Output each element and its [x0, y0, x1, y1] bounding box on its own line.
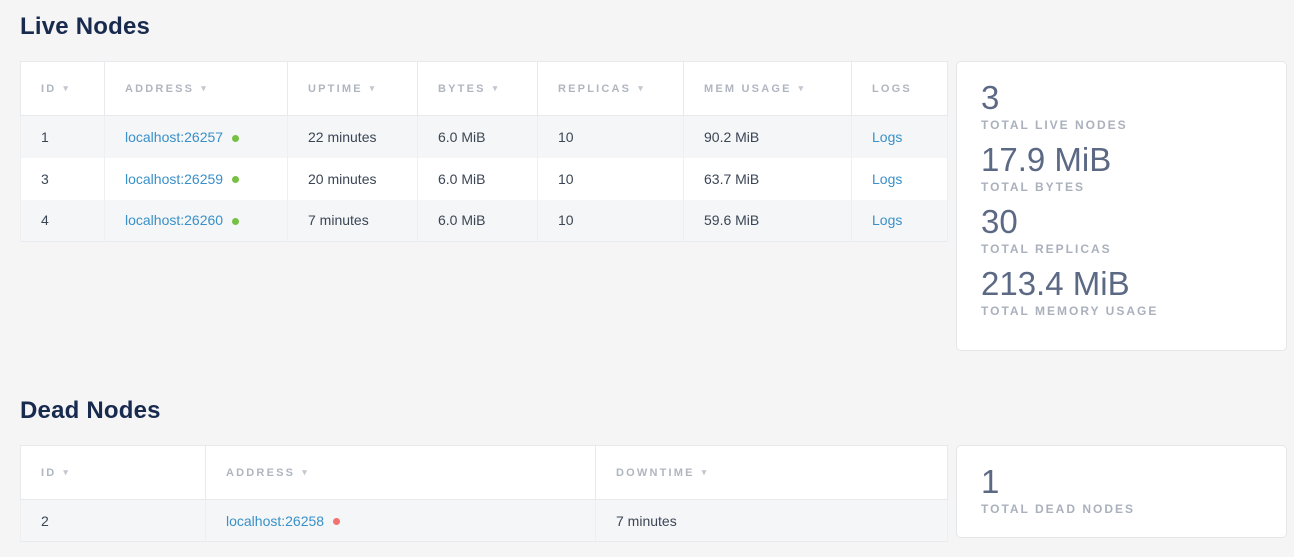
- stat-label: TOTAL LIVE NODES: [981, 118, 1128, 132]
- live-nodes-table: ID ▾ ADDRESS ▾ UPTIME ▾ BYTES ▾ REPLICAS ▾ ME…: [20, 61, 948, 242]
- column-header-label: ID: [41, 466, 57, 479]
- table-row: 2 localhost:26258 7 minutes: [20, 499, 948, 542]
- cell-mem-usage: 59.6 MiB: [683, 199, 852, 242]
- stat-total-dead-nodes: 1 TOTAL DEAD NODES: [981, 463, 1262, 516]
- cell-logs: Logs: [851, 115, 948, 158]
- column-header-label: UPTIME: [308, 82, 363, 95]
- cell-logs: Logs: [851, 199, 948, 242]
- column-header-address[interactable]: ADDRESS ▾: [205, 445, 596, 500]
- cell-id: 3: [20, 157, 105, 200]
- stat-label: TOTAL DEAD NODES: [981, 502, 1136, 516]
- cell-uptime: 7 minutes: [287, 199, 418, 242]
- live-nodes-section: ID ▾ ADDRESS ▾ UPTIME ▾ BYTES ▾ REPLICAS ▾ ME…: [20, 61, 1287, 351]
- cell-mem-usage: 90.2 MiB: [683, 115, 852, 158]
- stat-total-live-nodes: 3 TOTAL LIVE NODES: [981, 79, 1262, 132]
- column-header-label: ID: [41, 82, 57, 95]
- node-live-status-dot: [232, 218, 240, 226]
- cell-uptime: 22 minutes: [287, 115, 418, 158]
- column-header-replicas[interactable]: REPLICAS ▾: [537, 61, 684, 116]
- column-header-mem-usage[interactable]: MEM USAGE ▾: [683, 61, 852, 116]
- logs-link[interactable]: Logs: [872, 170, 903, 187]
- node-address-link[interactable]: localhost:26257: [125, 128, 224, 145]
- node-dead-status-dot: [333, 518, 341, 526]
- column-header-logs: LOGS: [851, 61, 948, 116]
- cell-downtime: 7 minutes: [595, 499, 948, 542]
- column-header-bytes[interactable]: BYTES ▾: [417, 61, 538, 116]
- cell-logs: Logs: [851, 157, 948, 200]
- column-header-downtime[interactable]: DOWNTIME ▾: [595, 445, 948, 500]
- column-header-id[interactable]: ID ▾: [20, 445, 206, 500]
- column-header-label: DOWNTIME: [616, 466, 695, 479]
- sort-arrow-icon: ▾: [63, 82, 71, 93]
- node-live-status-dot: [232, 134, 240, 142]
- cell-bytes: 6.0 MiB: [417, 157, 538, 200]
- cell-address: localhost:26257: [104, 115, 288, 158]
- logs-link[interactable]: Logs: [872, 212, 903, 229]
- stat-total-bytes: 17.9 MiB TOTAL BYTES: [981, 141, 1262, 194]
- cell-id: 4: [20, 199, 105, 242]
- cell-address: localhost:26259: [104, 157, 288, 200]
- dead-nodes-table: ID ▾ ADDRESS ▾ DOWNTIME ▾ 2 localhost:26258…: [20, 445, 948, 542]
- column-header-label: ADDRESS: [125, 82, 195, 95]
- nodes-overview-page: Live Nodes ID ▾ ADDRESS ▾ UPTIME ▾ BYTES ▾ R…: [20, 13, 1287, 542]
- node-address-link[interactable]: localhost:26259: [125, 170, 224, 187]
- live-table-header-row: ID ▾ ADDRESS ▾ UPTIME ▾ BYTES ▾ REPLICAS ▾ ME…: [20, 61, 948, 116]
- stat-value: 17.9 MiB: [981, 141, 1112, 178]
- column-header-label: BYTES: [438, 82, 486, 95]
- dead-nodes-title: Dead Nodes: [20, 397, 161, 424]
- cell-replicas: 10: [537, 199, 684, 242]
- sort-arrow-icon: ▾: [638, 82, 645, 93]
- cell-replicas: 10: [537, 157, 684, 200]
- cell-bytes: 6.0 MiB: [417, 115, 538, 158]
- node-address-link[interactable]: localhost:26258: [226, 512, 325, 529]
- stat-value: 1: [981, 463, 1000, 500]
- table-row: 3 localhost:26259 20 minutes 6.0 MiB 10 …: [20, 157, 948, 200]
- sort-arrow-icon: ▾: [798, 82, 806, 93]
- column-header-label: REPLICAS: [558, 82, 632, 95]
- stat-label: TOTAL BYTES: [981, 180, 1086, 194]
- table-row: 4 localhost:26260 7 minutes 6.0 MiB 10 5…: [20, 199, 948, 242]
- stat-label: TOTAL MEMORY USAGE: [981, 304, 1159, 318]
- sort-arrow-icon: ▾: [701, 466, 709, 477]
- cell-id: 2: [20, 499, 206, 542]
- sort-arrow-icon: ▾: [201, 82, 208, 93]
- column-header-id[interactable]: ID ▾: [20, 61, 105, 116]
- cell-bytes: 6.0 MiB: [417, 199, 538, 242]
- node-live-status-dot: [232, 176, 240, 184]
- sort-arrow-icon: ▾: [302, 466, 309, 477]
- column-header-label: ADDRESS: [226, 466, 296, 479]
- column-header-uptime[interactable]: UPTIME ▾: [287, 61, 418, 116]
- live-nodes-title: Live Nodes: [20, 13, 151, 40]
- live-nodes-summary-card: 3 TOTAL LIVE NODES 17.9 MiB TOTAL BYTES …: [956, 61, 1287, 351]
- dead-nodes-section: ID ▾ ADDRESS ▾ DOWNTIME ▾ 2 localhost:26258…: [20, 445, 1287, 542]
- sort-arrow-icon: ▾: [369, 82, 377, 93]
- column-header-address[interactable]: ADDRESS ▾: [104, 61, 288, 116]
- cell-address: localhost:26260: [104, 199, 288, 242]
- stat-total-memory-usage: 213.4 MiB TOTAL MEMORY USAGE: [981, 265, 1262, 318]
- node-address-link[interactable]: localhost:26260: [125, 212, 224, 229]
- stat-value: 30: [981, 203, 1018, 240]
- cell-id: 1: [20, 115, 105, 158]
- sort-arrow-icon: ▾: [492, 82, 500, 93]
- stat-total-replicas: 30 TOTAL REPLICAS: [981, 203, 1262, 256]
- stat-value: 3: [981, 79, 1000, 116]
- cell-mem-usage: 63.7 MiB: [683, 157, 852, 200]
- table-row: 1 localhost:26257 22 minutes 6.0 MiB 10 …: [20, 115, 948, 158]
- cell-uptime: 20 minutes: [287, 157, 418, 200]
- cell-address: localhost:26258: [205, 499, 596, 542]
- sort-arrow-icon: ▾: [63, 466, 71, 477]
- dead-table-header-row: ID ▾ ADDRESS ▾ DOWNTIME ▾: [20, 445, 948, 500]
- stat-label: TOTAL REPLICAS: [981, 242, 1112, 256]
- column-header-label: LOGS: [872, 82, 912, 95]
- logs-link[interactable]: Logs: [872, 128, 903, 145]
- cell-replicas: 10: [537, 115, 684, 158]
- column-header-label: MEM USAGE: [704, 82, 792, 95]
- dead-nodes-summary-card: 1 TOTAL DEAD NODES: [956, 445, 1287, 538]
- stat-value: 213.4 MiB: [981, 265, 1130, 302]
